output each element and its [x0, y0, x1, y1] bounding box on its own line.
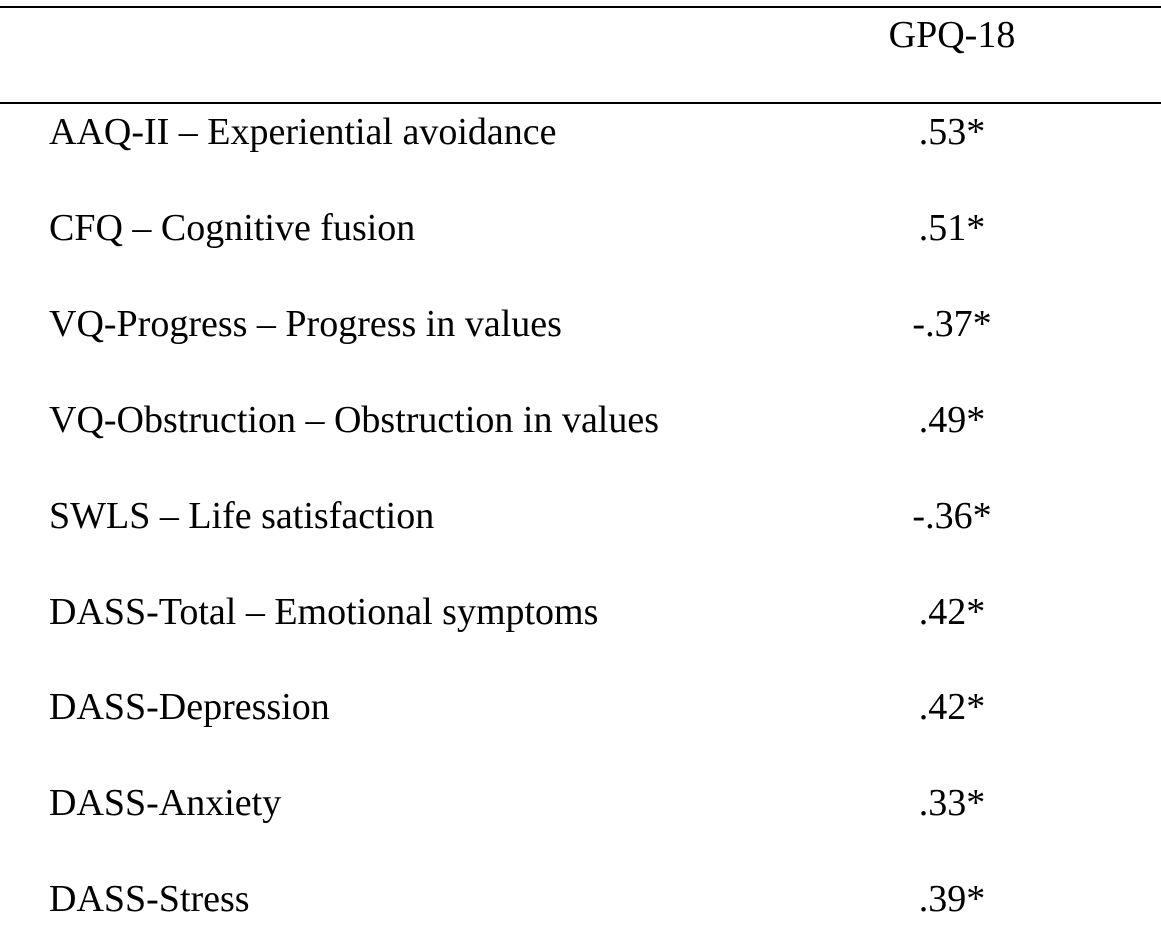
row-value: .49*	[918, 398, 986, 441]
row-label: AAQ-II – Experiential avoidance	[49, 111, 557, 153]
row-value: .51*	[918, 206, 986, 249]
top-rule	[0, 6, 1161, 8]
row-value: -.36*	[912, 494, 992, 537]
row-value: -.37*	[912, 302, 992, 345]
row-label: VQ-Progress – Progress in values	[49, 302, 562, 345]
row-label: DASS-Depression	[49, 686, 330, 729]
row-value: .53*	[918, 111, 986, 153]
row-value: .42*	[918, 686, 986, 729]
row-value: .42*	[918, 590, 986, 633]
row-label: SWLS – Life satisfaction	[49, 494, 435, 537]
row-label: DASS-Total – Emotional symptoms	[49, 590, 599, 633]
row-value: .39*	[918, 878, 986, 921]
row-label: DASS-Stress	[49, 878, 250, 921]
column-header: GPQ-18	[888, 14, 1016, 56]
row-label: DASS-Anxiety	[49, 782, 282, 825]
header-rule	[0, 102, 1161, 104]
row-label: VQ-Obstruction – Obstruction in values	[49, 398, 660, 441]
row-value: .33*	[918, 782, 986, 825]
row-label: CFQ – Cognitive fusion	[49, 206, 416, 249]
